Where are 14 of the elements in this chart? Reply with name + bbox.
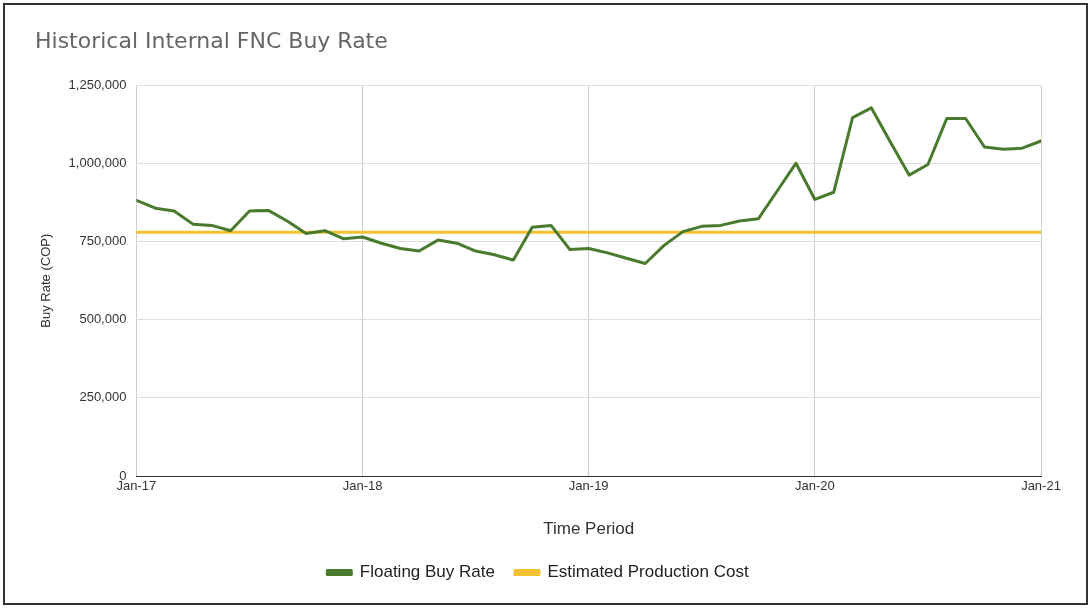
y-tick-label: 750,000 — [79, 233, 127, 249]
y-tick-label: 500,000 — [79, 311, 127, 327]
x-tick-label: Jan-19 — [568, 478, 609, 494]
x-tick-label: Jan-20 — [794, 478, 835, 494]
y-tick-label: 1,250,000 — [68, 76, 127, 92]
legend-label: Estimated Production Cost — [547, 562, 749, 582]
x-tick-label: Jan-21 — [1021, 478, 1061, 494]
y-tick-label: 250,000 — [79, 389, 127, 405]
legend-label: Floating Buy Rate — [359, 562, 495, 582]
chart-title: Historical Internal FNC Buy Rate — [35, 27, 388, 53]
y-axis-title: Buy Rate (COP) — [38, 233, 54, 328]
x-axis-title: Time Period — [543, 519, 635, 539]
x-tick-label: Jan-18 — [342, 478, 383, 494]
y-tick-label: 1,000,000 — [68, 155, 127, 171]
